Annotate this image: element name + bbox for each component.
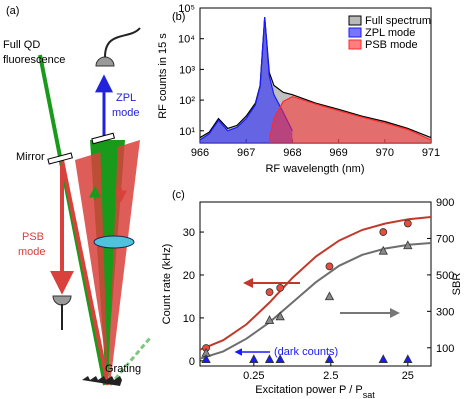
x-tick-label: 969 bbox=[329, 147, 347, 159]
legend-label: ZPL mode bbox=[365, 27, 415, 39]
plot-area bbox=[200, 17, 431, 143]
green-beam-inner bbox=[100, 140, 118, 385]
lens bbox=[93, 235, 135, 249]
psb-beam bbox=[60, 159, 110, 386]
y-tick-label: 20 bbox=[183, 270, 195, 282]
x-tick-label: 2.5 bbox=[323, 370, 338, 382]
x-tick-label: 0.25 bbox=[243, 370, 264, 382]
y-tick-label: 10³ bbox=[179, 64, 195, 76]
label: ZPL bbox=[116, 92, 136, 104]
annotation: (dark counts) bbox=[274, 346, 338, 358]
plot-area bbox=[200, 216, 431, 363]
y-tick-label: 0 bbox=[189, 356, 195, 368]
marker bbox=[378, 354, 388, 363]
mirror bbox=[47, 152, 73, 165]
area-fill bbox=[200, 17, 293, 143]
legend-label: PSB mode bbox=[365, 39, 418, 51]
marker bbox=[275, 354, 285, 363]
marker bbox=[201, 354, 211, 363]
pickoff-mirror bbox=[91, 132, 116, 145]
label: Full QD bbox=[3, 39, 40, 51]
x-tick-label: 966 bbox=[191, 147, 209, 159]
marker bbox=[265, 288, 274, 297]
y2-tick-label: 700 bbox=[436, 233, 454, 245]
x-tick-label: 970 bbox=[376, 147, 394, 159]
marker bbox=[403, 219, 412, 228]
label: Mirror bbox=[16, 151, 45, 163]
y-axis-label: RF counts in 15 s bbox=[157, 33, 169, 119]
x-axis-label: Excitation power P / Psat bbox=[255, 384, 375, 399]
fit-line bbox=[200, 216, 431, 351]
x-tick-label: 968 bbox=[283, 147, 301, 159]
marker bbox=[275, 311, 285, 321]
panel-label: (a) bbox=[6, 5, 19, 17]
area-fill bbox=[269, 96, 431, 143]
x-axis-label-main: Excitation power P / P bbox=[255, 384, 362, 396]
legend-swatch bbox=[348, 39, 362, 50]
marker bbox=[276, 283, 285, 292]
y-tick-label: 10⁴ bbox=[178, 34, 195, 46]
label: mode bbox=[112, 107, 140, 119]
zero-order bbox=[108, 337, 152, 386]
panel-label: (b) bbox=[172, 11, 185, 23]
y-tick-label: 10⁵ bbox=[178, 3, 195, 15]
zpl-detector bbox=[95, 56, 115, 67]
label: mode bbox=[18, 246, 46, 258]
x-tick-label: 25 bbox=[402, 370, 414, 382]
grating bbox=[82, 376, 122, 386]
fit-line bbox=[200, 242, 431, 360]
marker bbox=[324, 291, 335, 301]
label: fluorescence bbox=[3, 54, 65, 66]
y-tick-label: 30 bbox=[183, 227, 195, 239]
fiber bbox=[104, 27, 141, 58]
panel-label: (c) bbox=[172, 189, 185, 201]
x-tick-label: 967 bbox=[237, 147, 255, 159]
marker bbox=[325, 262, 334, 271]
x-tick-label: 971 bbox=[422, 147, 440, 159]
y2-tick-label: 500 bbox=[436, 270, 454, 282]
marker bbox=[378, 245, 388, 255]
legend-swatch bbox=[348, 15, 362, 26]
psb-detector bbox=[52, 295, 72, 306]
y2-tick-label: 100 bbox=[436, 343, 454, 355]
y2-axis-label: SBR bbox=[451, 273, 463, 296]
marker bbox=[379, 228, 388, 236]
plot-frame bbox=[199, 201, 432, 367]
marker bbox=[324, 354, 335, 363]
x-axis-label-sub: sat bbox=[363, 390, 376, 399]
legend-label: Full spectrum bbox=[365, 15, 431, 27]
marker bbox=[249, 354, 259, 363]
x-axis-label: RF wavelength (nm) bbox=[265, 163, 364, 175]
marker bbox=[264, 354, 275, 363]
marker bbox=[403, 240, 413, 250]
y2-tick-label: 900 bbox=[436, 197, 454, 209]
legend-swatch bbox=[348, 27, 362, 38]
spectrum-line bbox=[200, 17, 293, 141]
diagram: (a) Full QD fluorescence ZPL mode Mirror… bbox=[3, 5, 152, 386]
label: PSB bbox=[22, 231, 44, 243]
y2-tick-label: 300 bbox=[436, 306, 454, 318]
y-tick-label: 10² bbox=[179, 95, 195, 107]
label: Grating bbox=[105, 363, 141, 375]
marker bbox=[264, 315, 275, 324]
y-tick-label: 10 bbox=[183, 313, 195, 325]
y-tick-label: 10¹ bbox=[179, 126, 195, 138]
spectrum-line bbox=[268, 95, 431, 141]
marker bbox=[403, 354, 413, 363]
y-axis-label: Count rate (kHz) bbox=[161, 244, 173, 325]
